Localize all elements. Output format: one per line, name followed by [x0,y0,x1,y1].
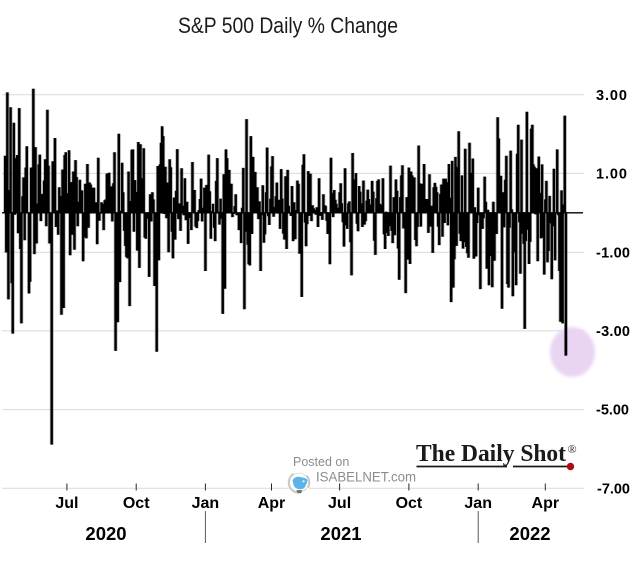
svg-text:Posted on: Posted on [293,455,349,469]
svg-text:Jan: Jan [464,495,492,512]
svg-text:®: ® [568,442,577,456]
svg-text:Apr: Apr [258,495,286,512]
svg-text:1.00: 1.00 [596,167,627,183]
svg-text:2020: 2020 [85,523,126,544]
svg-text:The Daily Shot: The Daily Shot [416,441,566,467]
svg-text:Oct: Oct [123,495,150,512]
svg-text:-7.00: -7.00 [597,481,630,497]
svg-text:Jan: Jan [192,495,220,512]
svg-text:-3.00: -3.00 [596,324,630,340]
svg-text:-5.00: -5.00 [596,403,629,419]
svg-text:ISABELNET.com: ISABELNET.com [316,470,416,485]
svg-text:Jul: Jul [55,495,78,512]
svg-text:Jul: Jul [328,495,351,512]
svg-text:-1.00: -1.00 [596,245,630,261]
svg-text:Oct: Oct [396,495,423,512]
svg-text:2021: 2021 [320,523,361,544]
svg-text:2022: 2022 [509,523,550,544]
svg-text:Apr: Apr [532,495,560,512]
svg-text:3.00: 3.00 [596,88,627,104]
svg-text:S&P 500 Daily % Change: S&P 500 Daily % Change [178,13,398,38]
